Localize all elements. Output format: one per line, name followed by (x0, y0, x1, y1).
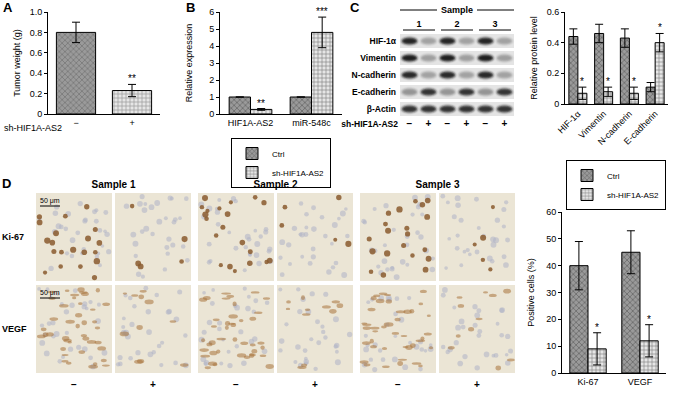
svg-text:sh-HIF1A-AS2: sh-HIF1A-AS2 (341, 119, 398, 129)
svg-text:*: * (632, 76, 636, 87)
svg-text:miR-548c: miR-548c (292, 118, 331, 128)
svg-text:**: ** (128, 73, 136, 84)
svg-text:Relative expression: Relative expression (184, 24, 194, 103)
svg-text:sh-HIF1A-AS2: sh-HIF1A-AS2 (4, 123, 62, 133)
svg-text:−: − (71, 379, 77, 390)
svg-text:+: + (150, 379, 156, 390)
svg-text:Ctrl: Ctrl (272, 150, 285, 159)
svg-text:+: + (129, 118, 134, 128)
svg-text:+: + (464, 118, 470, 129)
svg-text:50 μm: 50 μm (40, 289, 60, 297)
svg-text:VEGF: VEGF (2, 324, 27, 334)
svg-text:30: 30 (546, 288, 556, 298)
svg-text:0: 0 (554, 99, 559, 109)
svg-text:*: * (606, 76, 610, 87)
svg-text:3: 3 (492, 19, 497, 29)
svg-text:1: 1 (416, 19, 421, 29)
svg-text:−: − (407, 118, 413, 129)
svg-text:5: 5 (209, 24, 214, 34)
svg-text:0.8: 0.8 (30, 28, 43, 38)
svg-text:6: 6 (209, 7, 214, 17)
svg-text:C: C (350, 0, 360, 15)
svg-text:Relative protein level: Relative protein level (529, 16, 539, 100)
svg-text:*: * (580, 76, 584, 87)
svg-text:VEGF: VEGF (628, 377, 653, 387)
svg-text:0: 0 (551, 368, 556, 378)
svg-text:E-cadherin: E-cadherin (622, 109, 660, 147)
svg-text:0.6: 0.6 (547, 7, 560, 17)
svg-text:***: *** (316, 6, 328, 17)
svg-text:20: 20 (546, 314, 556, 324)
svg-text:1.0: 1.0 (30, 7, 43, 17)
svg-text:*: * (647, 314, 651, 325)
svg-text:Sample 2: Sample 2 (254, 179, 298, 190)
svg-text:**: ** (257, 98, 265, 109)
svg-text:Sample 3: Sample 3 (416, 179, 460, 190)
svg-text:+: + (474, 379, 480, 390)
svg-text:β-Actin: β-Actin (367, 104, 396, 114)
svg-text:Ctrl: Ctrl (607, 172, 620, 181)
svg-text:*: * (658, 22, 662, 33)
svg-text:50 μm: 50 μm (40, 197, 60, 205)
svg-text:Vimentin: Vimentin (360, 53, 396, 63)
svg-text:Vimentin: Vimentin (577, 109, 609, 141)
svg-text:0: 0 (209, 109, 214, 119)
svg-text:HIF-1α: HIF-1α (556, 109, 583, 136)
svg-text:−: − (73, 118, 78, 128)
svg-text:HIF1A-AS2: HIF1A-AS2 (228, 118, 274, 128)
svg-text:40: 40 (546, 261, 556, 271)
svg-text:A: A (3, 0, 13, 15)
svg-text:−: − (233, 379, 239, 390)
svg-text:3: 3 (209, 58, 214, 68)
svg-text:N-cadherin: N-cadherin (596, 109, 634, 147)
svg-text:Positive cells (%): Positive cells (%) (526, 258, 536, 327)
svg-text:0: 0 (37, 109, 42, 119)
svg-text:D: D (2, 176, 11, 191)
svg-text:1: 1 (209, 92, 214, 102)
svg-text:N-cadherin: N-cadherin (352, 70, 396, 80)
svg-text:+: + (502, 118, 508, 129)
svg-text:Sample: Sample (441, 5, 473, 15)
svg-text:Ki-67: Ki-67 (2, 232, 24, 242)
svg-text:+: + (426, 118, 432, 129)
svg-text:2: 2 (209, 75, 214, 85)
svg-text:0.6: 0.6 (30, 48, 43, 58)
svg-text:60: 60 (546, 207, 556, 217)
svg-text:−: − (445, 118, 451, 129)
svg-text:50: 50 (546, 234, 556, 244)
svg-text:Sample 1: Sample 1 (92, 179, 136, 190)
svg-text:0.2: 0.2 (547, 68, 560, 78)
svg-text:HIF-1α: HIF-1α (370, 36, 397, 46)
svg-text:0.4: 0.4 (30, 68, 43, 78)
svg-text:+: + (312, 379, 318, 390)
svg-text:−: − (483, 118, 489, 129)
svg-text:2: 2 (454, 19, 459, 29)
svg-text:10: 10 (546, 341, 556, 351)
svg-text:0.2: 0.2 (30, 89, 43, 99)
svg-text:sh-HIF1A-AS2: sh-HIF1A-AS2 (607, 191, 659, 200)
svg-text:sh-HIF1A-AS2: sh-HIF1A-AS2 (272, 169, 324, 178)
svg-text:Ki-67: Ki-67 (577, 377, 598, 387)
svg-text:−: − (395, 379, 401, 390)
svg-text:Tumor weight (g): Tumor weight (g) (12, 29, 22, 97)
svg-text:*: * (595, 322, 599, 333)
svg-text:0.4: 0.4 (547, 38, 560, 48)
svg-text:B: B (186, 0, 195, 15)
svg-text:4: 4 (209, 41, 214, 51)
svg-text:E-cadherin: E-cadherin (352, 87, 396, 97)
